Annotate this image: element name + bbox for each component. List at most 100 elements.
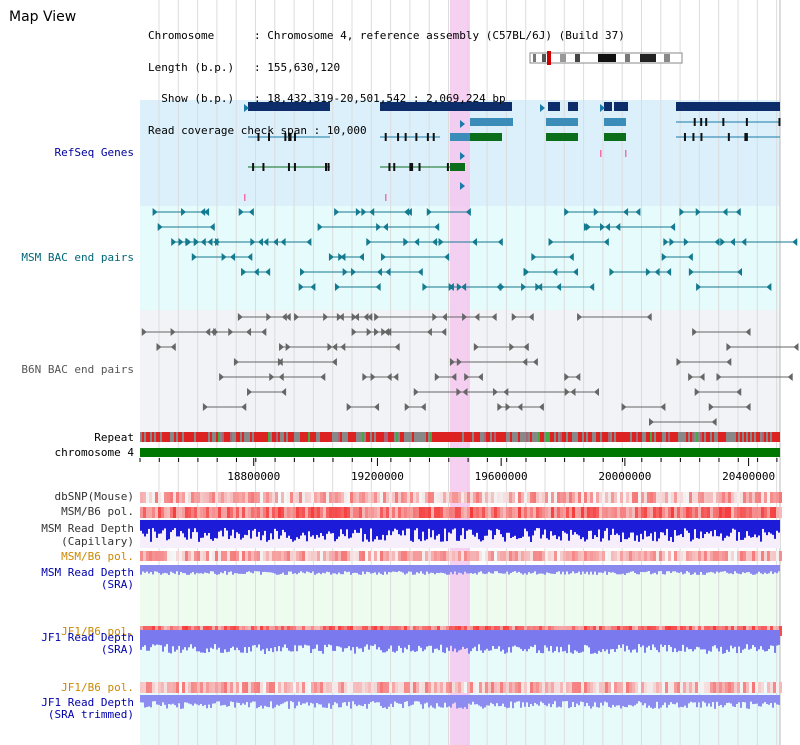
- msm-capillary-bar: [616, 520, 618, 534]
- msm-sra-bar: [460, 565, 462, 574]
- jf1-sra-bar: [282, 630, 284, 648]
- jf1-sra-bar: [530, 630, 532, 647]
- msm-capillary-bar: [438, 520, 440, 535]
- jf1-trim-bar: [546, 695, 548, 707]
- msm-b6-pol-2-cell: [233, 551, 236, 561]
- msm-sra-bar: [472, 565, 474, 574]
- msm-b6-pol-2-cell: [269, 551, 272, 561]
- msm-b6-pol-cell: [560, 507, 563, 518]
- jf1-b6-pol-2-cell: [650, 682, 653, 693]
- msm-sra-bar: [314, 565, 316, 575]
- jf1-sra-bar: [482, 630, 484, 653]
- refseq-gene: [548, 102, 560, 111]
- repeat-segment: [252, 432, 254, 442]
- msm-capillary-bar: [382, 520, 384, 535]
- dbsnp-cell: [416, 492, 419, 503]
- msm-b6-pol-cell: [734, 507, 737, 518]
- msm-sra-bar: [528, 565, 530, 573]
- msm-b6-pol-2-cell: [482, 551, 485, 561]
- jf1-trim-bar: [652, 695, 654, 709]
- jf1-trim-bar: [366, 695, 368, 709]
- msm-capillary-bar: [696, 520, 698, 538]
- b6n-bac-end: [233, 358, 239, 366]
- jf1-sra-bar: [224, 630, 226, 650]
- msm-b6-pol-2-cell: [761, 551, 764, 561]
- jf1-sra-bar: [574, 630, 576, 651]
- msm-capillary-bar: [556, 520, 558, 540]
- jf1-trim-bar: [240, 695, 242, 706]
- msm-b6-pol-2-cell: [569, 551, 572, 561]
- jf1-trim-bar: [768, 695, 770, 705]
- msm-b6-pol-2-cell: [158, 551, 161, 561]
- msm-capillary-bar: [540, 520, 542, 539]
- jf1-trim-bar: [256, 695, 258, 709]
- msm-sra-bar: [520, 565, 522, 574]
- msm-b6-pol-cell: [761, 507, 764, 518]
- msm-b6-pol-2-cell: [245, 551, 248, 561]
- msm-b6-pol-2-cell: [263, 551, 266, 561]
- msm-b6-pol-cell: [290, 507, 293, 518]
- jf1-sra-bar: [738, 630, 740, 647]
- repeat-segment: [194, 432, 196, 442]
- msm-b6-pol-2-cell: [308, 551, 311, 561]
- msm-sra-bar: [286, 565, 288, 575]
- jf1-b6-pol-2-cell: [455, 682, 458, 693]
- jf1-sra-bar: [332, 630, 334, 651]
- msm-sra-bar: [638, 565, 640, 575]
- jf1-b6-pol-2-cell: [614, 682, 617, 693]
- jf1-trim-bar: [228, 695, 230, 707]
- msm-sra-bar: [684, 565, 686, 574]
- dbsnp-cell: [500, 492, 503, 503]
- jf1-sra-bar: [562, 630, 564, 652]
- jf1-b6-pol-2-cell: [428, 682, 431, 693]
- msm-sra-bar: [754, 565, 756, 575]
- msm-sra-bar: [196, 565, 198, 573]
- msm-b6-pol-cell: [629, 507, 632, 518]
- msm-b6-pol-2-cell: [554, 551, 557, 561]
- dbsnp-cell: [761, 492, 764, 503]
- jf1-sra-bar: [542, 630, 544, 654]
- msm-b6-pol-2-cell: [617, 551, 620, 561]
- msm-b6-pol-cell: [542, 507, 545, 518]
- jf1-trim-bar: [178, 695, 180, 704]
- repeat-segment: [608, 432, 610, 442]
- jf1-b6-pol-2-cell: [752, 682, 755, 693]
- msm-sra-bar: [650, 565, 652, 575]
- dbsnp-cell: [314, 492, 317, 503]
- msm-capillary-bar: [314, 520, 316, 539]
- jf1-b6-pol-2-cell: [200, 682, 203, 693]
- jf1-trim-bar: [610, 695, 612, 708]
- msm-b6-pol-cell: [215, 507, 218, 518]
- jf1-sra-bar: [374, 630, 376, 645]
- jf1-trim-bar: [548, 695, 550, 704]
- jf1-sra-bar: [254, 630, 256, 646]
- msm-sra-bar: [470, 565, 472, 574]
- track-label-refseq[interactable]: RefSeq Genes: [54, 146, 134, 159]
- jf1-sra-bar: [576, 630, 578, 652]
- jf1-sra-bar: [642, 630, 644, 646]
- msm-b6-pol-2-cell: [200, 551, 203, 561]
- jf1-trim-bar: [708, 695, 710, 704]
- msm-sra-bar: [158, 565, 160, 573]
- msm-sra-bar: [192, 565, 194, 573]
- jf1-b6-pol-2-cell: [608, 682, 611, 693]
- track-label-msm-bac[interactable]: MSM BAC end pairs: [21, 251, 134, 264]
- msm-b6-pol-2-cell: [671, 551, 674, 561]
- dbsnp-cell: [752, 492, 755, 503]
- repeat-segment: [264, 432, 266, 442]
- jf1-trim-bar: [194, 695, 196, 704]
- jf1-trim-bar: [622, 695, 624, 707]
- repeat-segment: [656, 432, 658, 442]
- jf1-sra-bar: [778, 630, 780, 645]
- jf1-b6-pol-2-cell: [359, 682, 362, 693]
- dbsnp-cell: [323, 492, 326, 503]
- msm-sra-bar: [592, 565, 594, 575]
- track-label-b6n-bac[interactable]: B6N BAC end pairs: [21, 363, 134, 376]
- repeat-segment: [146, 432, 148, 442]
- msm-capillary-bar: [422, 520, 424, 532]
- msm-sra-bar: [148, 565, 150, 574]
- msm-b6-pol-2-cell: [371, 551, 374, 561]
- jf1-sra-bar: [440, 630, 442, 645]
- refseq-exon: [446, 163, 449, 171]
